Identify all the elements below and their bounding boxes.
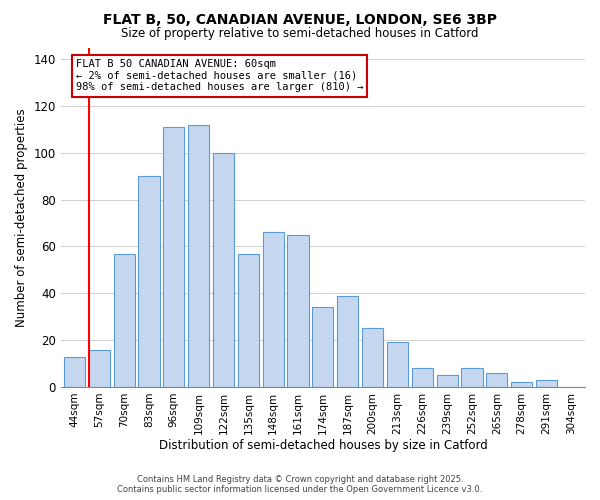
Bar [412,368,433,387]
Bar [89,350,110,387]
Y-axis label: Number of semi-detached properties: Number of semi-detached properties [15,108,28,326]
Bar [263,232,284,387]
Bar [188,125,209,387]
Bar [387,342,408,387]
Bar [313,308,334,387]
Bar [511,382,532,387]
Bar [337,296,358,387]
X-axis label: Distribution of semi-detached houses by size in Catford: Distribution of semi-detached houses by … [158,440,487,452]
Text: FLAT B, 50, CANADIAN AVENUE, LONDON, SE6 3BP: FLAT B, 50, CANADIAN AVENUE, LONDON, SE6… [103,12,497,26]
Bar [437,376,458,387]
Bar [536,380,557,387]
Text: Contains HM Land Registry data © Crown copyright and database right 2025.: Contains HM Land Registry data © Crown c… [137,475,463,484]
Bar [461,368,482,387]
Text: FLAT B 50 CANADIAN AVENUE: 60sqm
← 2% of semi-detached houses are smaller (16)
9: FLAT B 50 CANADIAN AVENUE: 60sqm ← 2% of… [76,59,363,92]
Text: Contains public sector information licensed under the Open Government Licence v3: Contains public sector information licen… [118,485,482,494]
Bar [362,328,383,387]
Bar [238,254,259,387]
Bar [139,176,160,387]
Bar [163,127,184,387]
Bar [64,356,85,387]
Bar [113,254,135,387]
Bar [213,153,234,387]
Text: Size of property relative to semi-detached houses in Catford: Size of property relative to semi-detach… [121,28,479,40]
Bar [287,235,308,387]
Bar [486,373,508,387]
